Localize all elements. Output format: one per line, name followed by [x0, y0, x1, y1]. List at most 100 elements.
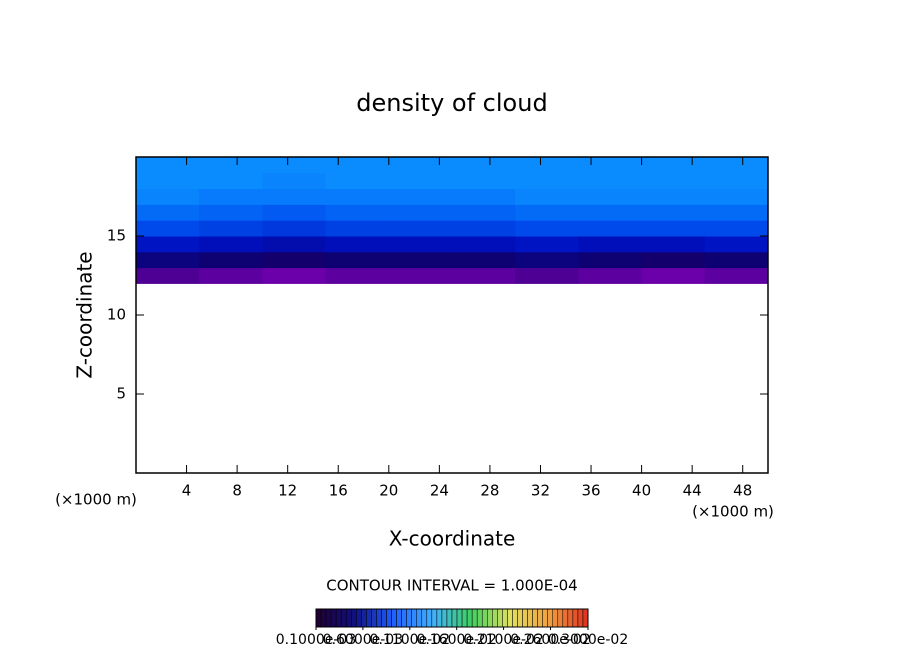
- contour-cell: [641, 220, 706, 237]
- contour-cell: [704, 267, 769, 284]
- x-unit-label: (×1000 m): [692, 503, 774, 521]
- contour-cell: [578, 172, 643, 190]
- contour-cell: [641, 157, 706, 174]
- colorbar-swatch: [411, 608, 417, 628]
- colorbar-tick-label: 0.6000e-03: [323, 632, 403, 648]
- colorbar-tick-label: 0.1100e-02: [370, 632, 450, 648]
- contour-cell: [325, 220, 390, 237]
- y-unit-label: (×1000 m): [55, 491, 137, 509]
- contour-cell: [641, 267, 706, 284]
- colorbar-swatch: [527, 608, 533, 628]
- colorbar-swatch: [456, 608, 463, 628]
- contour-cell: [262, 188, 327, 205]
- contour-cell: [388, 172, 453, 190]
- colorbar-swatch: [522, 608, 528, 628]
- contour-cell: [515, 157, 579, 174]
- x-tick-label: 48: [733, 482, 752, 500]
- y-tick-label: 15: [107, 227, 126, 245]
- colorbar-swatch: [497, 608, 503, 628]
- colorbar-swatch: [345, 608, 352, 628]
- colorbar-swatch: [507, 608, 513, 628]
- colorbar-swatch: [466, 608, 473, 628]
- contour-cell: [199, 267, 263, 284]
- chart-title: density of cloud: [356, 89, 547, 117]
- colorbar-swatch: [547, 608, 553, 628]
- contour-cell: [199, 251, 263, 269]
- colorbar-tick-label: 0.2600e-02: [510, 632, 590, 648]
- colorbar-swatch: [532, 608, 538, 628]
- contour-cell: [136, 267, 200, 284]
- colorbar-swatch: [441, 608, 448, 628]
- contour-cell: [262, 236, 327, 253]
- colorbar-frame: [315, 608, 589, 628]
- x-tick-label: 28: [480, 482, 499, 500]
- contour-cell: [262, 157, 327, 174]
- colorbar-swatch: [426, 608, 433, 628]
- contour-cell: [515, 220, 579, 237]
- colorbar-swatch: [471, 608, 478, 628]
- contour-cell: [641, 172, 706, 190]
- contour-cell: [452, 172, 516, 190]
- contour-cell: [452, 267, 516, 284]
- contour-cell: [325, 172, 390, 190]
- contour-cell: [199, 236, 263, 253]
- contour-cell: [136, 188, 200, 205]
- colorbar-swatch: [356, 608, 362, 628]
- colorbar-swatch: [330, 608, 337, 628]
- contour-cell: [704, 172, 769, 190]
- contour-cell: [578, 251, 643, 269]
- colorbar-swatch: [451, 608, 458, 628]
- contour-cell: [388, 204, 453, 221]
- contour-cell: [199, 204, 263, 221]
- colorbar-tick-label: 0.1000e-03: [276, 632, 356, 648]
- contour-cell: [388, 236, 453, 253]
- contour-cell: [136, 157, 200, 174]
- contour-cell: [452, 204, 516, 221]
- colorbar-swatch: [567, 608, 574, 628]
- x-tick-label: 20: [379, 482, 398, 500]
- contour-cell: [452, 236, 516, 253]
- colorbar-swatch: [512, 608, 518, 628]
- colorbar-swatch: [572, 608, 579, 628]
- colorbar-swatch: [351, 608, 357, 628]
- x-tick-label: 4: [182, 482, 192, 500]
- contour-cell: [136, 204, 200, 221]
- contour-cell: [199, 188, 263, 205]
- contour-cell: [199, 157, 263, 174]
- contour-cell: [641, 188, 706, 205]
- contour-cell: [136, 172, 200, 190]
- colorbar-swatch: [582, 608, 589, 628]
- y-tick-label: 10: [107, 306, 126, 324]
- contour-cell: [515, 236, 579, 253]
- colorbar-swatch: [537, 608, 543, 628]
- contour-cell: [641, 236, 706, 253]
- contour-cell: [388, 188, 453, 205]
- x-tick-label: 40: [632, 482, 651, 500]
- contour-cell: [578, 204, 643, 221]
- x-tick-label: 8: [232, 482, 242, 500]
- x-axis-label: X-coordinate: [389, 527, 516, 551]
- contour-interval: CONTOUR INTERVAL = 1.000E-04: [326, 577, 577, 595]
- x-tick-label: 24: [430, 482, 449, 500]
- colorbar-tick-label: 0.3000e-02: [548, 632, 628, 648]
- colorbar-tick-label: 0.1600e-02: [416, 632, 496, 648]
- contour-cell: [325, 188, 390, 205]
- colorbar-swatch: [406, 608, 412, 628]
- colorbar-swatch: [562, 608, 569, 628]
- colorbar-swatch: [436, 608, 443, 628]
- contour-cell: [199, 172, 263, 190]
- colorbar-swatch: [376, 608, 382, 628]
- contour-cell: [515, 267, 579, 284]
- colorbar-swatch: [431, 608, 438, 628]
- colorbar-swatch: [386, 608, 392, 628]
- colorbar-swatch: [461, 608, 468, 628]
- contour-cell: [262, 172, 327, 190]
- colorbar-swatch: [315, 608, 322, 628]
- colorbar-swatch: [476, 608, 483, 628]
- contour-cell: [578, 236, 643, 253]
- contour-cell: [325, 267, 390, 284]
- colorbar-swatch: [557, 608, 564, 628]
- colorbar-swatch: [492, 608, 498, 628]
- colorbar-swatch: [487, 608, 493, 628]
